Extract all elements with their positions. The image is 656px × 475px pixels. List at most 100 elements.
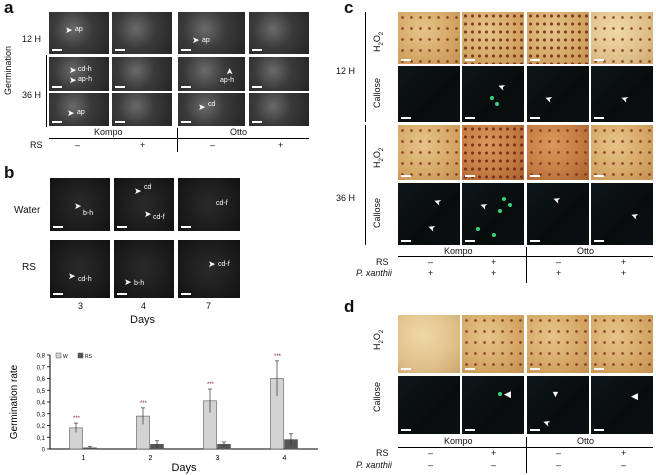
- c-micrograph: [462, 12, 524, 64]
- b-micrograph: ➤ cd ➤ cd-f: [114, 178, 174, 231]
- c-h2o2-label: H2O2: [372, 147, 385, 168]
- a-rs-value: +: [278, 140, 284, 150]
- d-pathogen-value: –: [556, 460, 562, 470]
- d-cultivar-separator: [526, 437, 527, 473]
- x-tick-label: 2: [149, 455, 153, 462]
- a-rs-value: –: [210, 140, 216, 150]
- c-micrograph: ➤: [462, 183, 524, 245]
- panel-b-letter: b: [4, 163, 15, 182]
- c-micrograph: [591, 12, 653, 64]
- c-pathogen-label: P. xanthii: [356, 268, 392, 278]
- c-micrograph: ➤ ➤: [398, 183, 460, 245]
- a-micrograph: [249, 12, 309, 54]
- legend-label: W: [63, 354, 68, 360]
- significance-label: ***: [207, 382, 215, 388]
- b-row-label-water: Water: [14, 205, 41, 216]
- d-cultivar-otto: Otto: [577, 436, 595, 446]
- b-micrograph: ➤ b-h: [114, 240, 174, 298]
- y-tick-label: 0,3: [37, 412, 46, 418]
- c-micrograph: [591, 125, 653, 180]
- a-micrograph: ➤ ap: [49, 12, 109, 54]
- c-micrograph: [527, 125, 589, 180]
- b-micrograph: cd-f: [178, 178, 240, 231]
- c-time-label-36h: 36 H: [336, 193, 356, 203]
- d-pathogen-value: –: [428, 460, 434, 470]
- b-day-label: 7: [206, 301, 212, 311]
- c-rs-value: –: [556, 257, 562, 267]
- c-36h-bracket: [365, 125, 366, 245]
- a-micrograph: [112, 12, 172, 54]
- c-rs-value: +: [491, 257, 497, 267]
- a-cultivar-kompo: Kompo: [94, 127, 123, 137]
- d-micrograph: [398, 315, 460, 373]
- a-micrograph: [249, 93, 309, 126]
- d-cultivar-divider-line: [398, 447, 653, 448]
- c-micrograph: ➤: [462, 66, 524, 122]
- d-pathogen-label: P. xanthii: [356, 460, 392, 470]
- c-micrograph: [462, 125, 524, 180]
- y-tick-label: 0,6: [37, 377, 46, 383]
- d-pathogen-value: –: [491, 460, 497, 470]
- a-micrograph: ➤ cd-h ➤ ap-h: [49, 57, 109, 91]
- b-day-label: 4: [141, 301, 147, 311]
- d-cultivar-kompo: Kompo: [444, 436, 473, 446]
- c-12h-bracket: [365, 12, 366, 122]
- a-row-label-12h: 12 H: [22, 34, 42, 44]
- c-callose-label: Callose: [372, 197, 382, 228]
- legend-swatch: [77, 352, 84, 359]
- y-tick-label: 0,8: [37, 354, 46, 360]
- c-micrograph: ➤: [527, 66, 589, 122]
- a-rs-label: RS: [30, 140, 43, 150]
- a-micrograph: ➤ ap: [178, 12, 245, 54]
- b-micrograph: ➤ b-h: [50, 178, 110, 231]
- germination-rate-chart: 0 0,1 0,2 0,3 0,4 0,5 0,6 0,7 0,8 Germination rat…: [9, 352, 318, 474]
- germination-side-label: Germination: [3, 45, 13, 95]
- c-micrograph: ➤: [591, 66, 653, 122]
- a-micrograph: [112, 57, 172, 91]
- y-tick-label: 0,7: [37, 365, 46, 371]
- y-tick-label: 0,2: [37, 424, 46, 430]
- b-row-label-rs: RS: [22, 262, 36, 273]
- c-cultivar-otto: Otto: [577, 246, 595, 256]
- d-micrograph: ◀: [462, 376, 524, 434]
- d-pathogen-value: –: [621, 460, 627, 470]
- y-tick-label: 0,4: [37, 401, 46, 407]
- c-cultivar-divider-line: [398, 256, 653, 257]
- c-micrograph: [398, 125, 460, 180]
- panel-c-letter: c: [344, 0, 354, 17]
- y-tick-label: 0,1: [37, 436, 46, 442]
- a-36h-bracket: [46, 55, 47, 127]
- c-pathogen-value: +: [491, 268, 497, 278]
- d-rs-value: +: [491, 448, 497, 458]
- b-day-label: 3: [78, 301, 84, 311]
- c-rs-label: RS: [376, 257, 389, 267]
- a-micrograph: ➤ cd: [178, 93, 245, 126]
- c-micrograph: [527, 12, 589, 64]
- x-axis-title: Days: [171, 462, 197, 474]
- d-micrograph: [398, 376, 460, 434]
- d-rs-value: –: [556, 448, 562, 458]
- c-micrograph: ➤: [527, 183, 589, 245]
- legend-label: RS: [85, 354, 93, 360]
- a-cultivar-divider-line: [49, 138, 309, 139]
- y-tick-label: 0: [42, 448, 46, 454]
- d-callose-label: Callose: [372, 381, 382, 412]
- c-micrograph: [398, 66, 460, 122]
- d-micrograph: ▼ ➤: [527, 376, 589, 434]
- b-xaxis-title: Days: [130, 314, 156, 326]
- a-cultivar-separator: [177, 128, 178, 152]
- b-micrograph: ➤ cd-f: [178, 240, 240, 298]
- c-h2o2-label: H2O2: [372, 31, 385, 52]
- d-micrograph: ◀: [591, 376, 653, 434]
- d-rs-label: RS: [376, 448, 389, 458]
- a-micrograph: ap-h ➤: [178, 57, 245, 91]
- d-h2o2-label: H2O2: [372, 329, 385, 350]
- d-micrograph: [462, 315, 524, 373]
- c-pathogen-value: +: [621, 268, 627, 278]
- y-tick-label: 0,5: [37, 389, 46, 395]
- panel-d-letter: d: [344, 297, 355, 316]
- x-tick-label: 4: [283, 455, 287, 462]
- d-rs-value: +: [621, 448, 627, 458]
- y-axis-title: Germination rate: [9, 364, 20, 439]
- a-row-label-36h: 36 H: [22, 90, 42, 100]
